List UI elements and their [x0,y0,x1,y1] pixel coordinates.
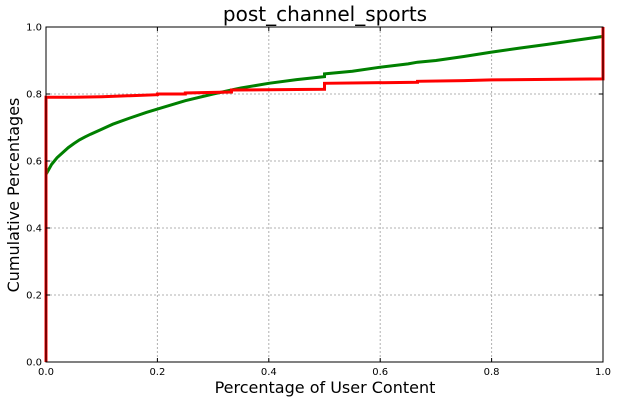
y-axis-label: Cumulative Percentages [4,98,23,293]
series-layer [44,27,605,362]
x-tick-label: 1.0 [595,367,611,378]
x-tick-label: 0.4 [261,367,277,378]
plot-frame [45,26,604,363]
x-tick-label: 0.0 [38,367,54,378]
series-line-2 [44,27,605,362]
y-tick-label: 0.6 [26,157,42,168]
x-tick-label: 0.2 [149,367,165,378]
chart-title: post_channel_sports [223,2,427,26]
x-tick-label: 0.8 [484,367,500,378]
y-tick-label: 1.0 [26,23,42,34]
y-tick-label: 0.4 [26,224,42,235]
y-tick-label: 0.8 [26,90,42,101]
y-tick-labels: 0.0 0.2 0.4 0.6 0.8 1.0 [26,23,42,369]
y-tick-label: 0.0 [26,358,42,369]
y-tick-label: 0.2 [26,291,42,302]
x-tick-labels: 0.0 0.2 0.4 0.6 0.8 1.0 [38,367,611,378]
x-axis-label: Percentage of User Content [215,378,436,397]
tick-marks [45,26,604,363]
x-tick-label: 0.6 [372,367,388,378]
